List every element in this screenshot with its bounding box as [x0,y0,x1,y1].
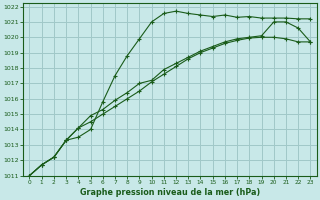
X-axis label: Graphe pression niveau de la mer (hPa): Graphe pression niveau de la mer (hPa) [80,188,260,197]
